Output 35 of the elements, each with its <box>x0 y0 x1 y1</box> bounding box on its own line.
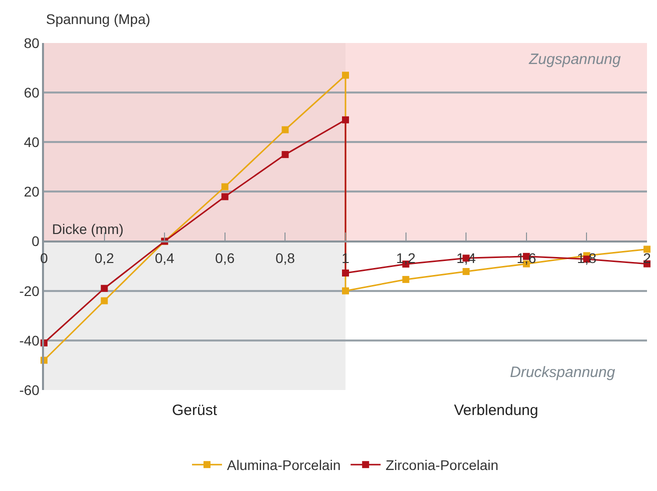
x-axis-title: Dicke (mm) <box>52 221 124 237</box>
y-tick-label: -60 <box>19 382 40 398</box>
legend-label: Zirconia-Porcelain <box>386 457 498 474</box>
point <box>282 126 289 134</box>
x-tick-label: 0,6 <box>215 250 235 266</box>
point <box>402 276 410 283</box>
point <box>100 297 108 304</box>
point <box>221 183 228 190</box>
point <box>100 284 108 292</box>
point <box>221 193 228 200</box>
y-axis-title: Spannung (Mpa) <box>46 11 150 27</box>
point <box>342 116 349 124</box>
legend-label: Alumina-Porcelain <box>227 457 341 474</box>
band-label: Gerüst <box>172 402 218 419</box>
x-tick-label: 1,8 <box>576 250 597 266</box>
point <box>342 287 349 294</box>
text: Verblendung <box>454 402 538 419</box>
point <box>282 151 289 158</box>
x-tick-label: 0,4 <box>154 250 175 266</box>
y-tick-label: 40 <box>24 134 40 150</box>
x-tick-label: 0,8 <box>275 250 296 266</box>
annotation: Druckspannung <box>510 364 616 381</box>
y-tick-label: 60 <box>24 84 40 100</box>
x-tick-label: 0,2 <box>94 250 114 266</box>
y-tick-label: 80 <box>24 34 40 51</box>
point <box>462 268 470 276</box>
point <box>342 72 349 79</box>
x-tick-label: 1,4 <box>456 250 476 266</box>
band-label: Zugspannung <box>528 51 622 68</box>
y-tick-label: -40 <box>19 332 40 348</box>
y-tick-label: -20 <box>19 282 40 299</box>
y-tick-label: 0 <box>32 233 40 250</box>
x-tick-label: 1,2 <box>396 250 416 266</box>
point <box>342 270 349 277</box>
y-tick-label: 20 <box>24 184 40 200</box>
